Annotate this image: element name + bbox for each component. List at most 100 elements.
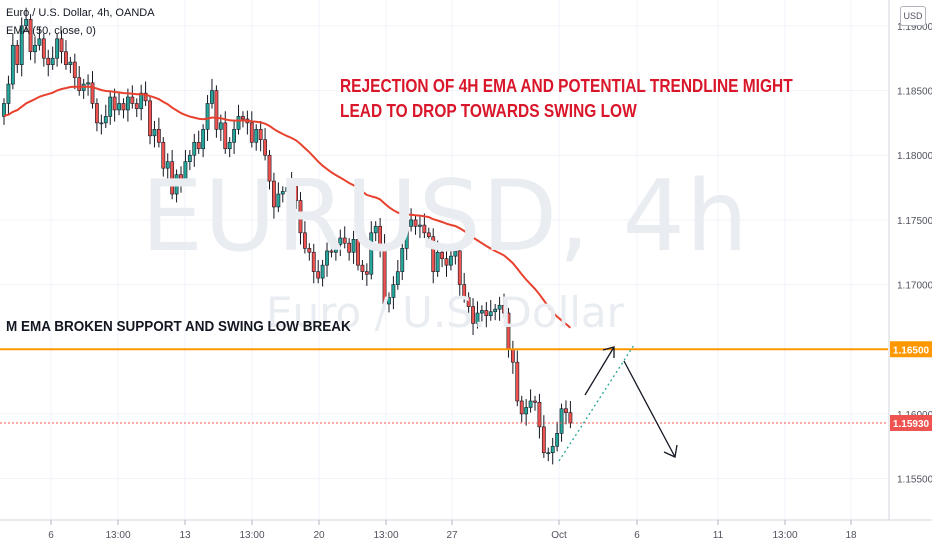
indicator-legend[interactable]: EMA (50, close, 0)	[6, 25, 96, 37]
candle	[440, 247, 444, 268]
candle-body	[546, 452, 551, 455]
candle	[307, 243, 312, 261]
candle-body	[33, 44, 37, 53]
drawings[interactable]	[558, 344, 678, 462]
candle	[139, 84, 144, 121]
time-tick-label: 20	[313, 530, 325, 541]
svg-text:1.15930: 1.15930	[893, 419, 930, 430]
candle	[152, 120, 157, 148]
candle	[444, 250, 449, 277]
candle	[99, 114, 104, 135]
candle	[90, 71, 95, 109]
candle	[435, 240, 440, 277]
candle	[174, 169, 179, 203]
candle	[502, 293, 506, 319]
candle	[342, 226, 347, 249]
candle-body	[440, 251, 444, 260]
candle	[134, 98, 139, 118]
candle	[471, 298, 475, 336]
candle-body	[134, 103, 139, 109]
candle-body	[298, 200, 303, 234]
candle	[338, 229, 343, 257]
candle	[6, 75, 11, 116]
candle	[37, 27, 42, 51]
candle-body	[515, 361, 520, 402]
candle-body	[387, 297, 391, 305]
candle	[15, 40, 20, 74]
currency-button[interactable]: USD	[900, 6, 926, 26]
candle-body	[550, 445, 555, 454]
candle-body	[564, 408, 568, 413]
time-axis[interactable]: 6 13:00 13 13:00 20 13:00 27 Oct 6 11 13:00 18	[48, 520, 857, 541]
annotation-rejection-text[interactable]: REJECTION OF 4H EMA AND POTENTIAL TRENDL…	[340, 76, 793, 121]
candle	[484, 302, 489, 328]
candle-body	[117, 103, 121, 111]
candle-body	[86, 82, 90, 85]
symbol-legend[interactable]: Euro / U.S. Dollar, 4h, OANDA	[6, 7, 155, 19]
candle	[426, 227, 431, 246]
candle	[302, 221, 307, 254]
candle-body	[174, 174, 179, 195]
candle	[112, 88, 117, 122]
candle	[422, 213, 427, 239]
candle-body	[502, 304, 506, 314]
candle	[418, 216, 422, 239]
candle-body	[356, 239, 360, 266]
candle	[533, 395, 537, 411]
candle-body	[333, 244, 338, 253]
candle-body	[409, 219, 414, 227]
candle-body	[528, 400, 533, 408]
candle-body	[449, 255, 453, 266]
candle	[515, 350, 520, 407]
candle	[130, 85, 135, 109]
candle-body	[192, 141, 197, 156]
candle-body	[232, 129, 237, 143]
candle	[33, 36, 37, 64]
annotation-support-text[interactable]: M EMA BROKEN SUPPORT AND SWING LOW BREAK	[6, 318, 351, 335]
support-price-tag: 1.16500	[890, 341, 932, 358]
candle	[285, 179, 290, 204]
candle-body	[236, 116, 241, 130]
arrow-up-head	[602, 346, 615, 358]
time-tick-label: 11	[713, 530, 724, 541]
candle	[360, 260, 365, 281]
candle-body	[329, 250, 334, 253]
candle-body	[444, 258, 449, 266]
candle-body	[170, 161, 175, 195]
candle-body	[431, 236, 436, 272]
candle	[541, 415, 546, 458]
candle	[165, 153, 170, 180]
candle	[479, 305, 484, 322]
candle	[449, 244, 453, 271]
candle-body	[541, 426, 546, 454]
candle-body	[325, 250, 329, 266]
candle	[50, 46, 55, 70]
candle-body	[196, 141, 201, 150]
candle	[356, 227, 360, 271]
candle-body	[201, 129, 206, 150]
candle-body	[165, 161, 170, 169]
candle-body	[382, 245, 387, 305]
candle	[347, 238, 352, 261]
candle	[453, 245, 458, 265]
candle-body	[524, 407, 529, 415]
candlestick-series	[2, 7, 573, 465]
candle	[387, 292, 391, 313]
candle-body	[373, 226, 378, 234]
candle	[276, 182, 281, 213]
price-tick-label: 1.18500	[897, 87, 932, 98]
candle-body	[360, 264, 365, 272]
candle	[232, 120, 237, 154]
candle	[210, 78, 214, 109]
candle	[249, 111, 254, 148]
candle-body	[418, 224, 422, 227]
candle	[121, 98, 126, 119]
candle-body	[493, 308, 498, 313]
candle-body	[559, 408, 564, 434]
candle-body	[457, 250, 462, 285]
time-tick-label: 27	[446, 530, 458, 541]
candle-body	[413, 219, 418, 227]
candle-body	[187, 154, 192, 162]
candle-body	[210, 90, 214, 104]
